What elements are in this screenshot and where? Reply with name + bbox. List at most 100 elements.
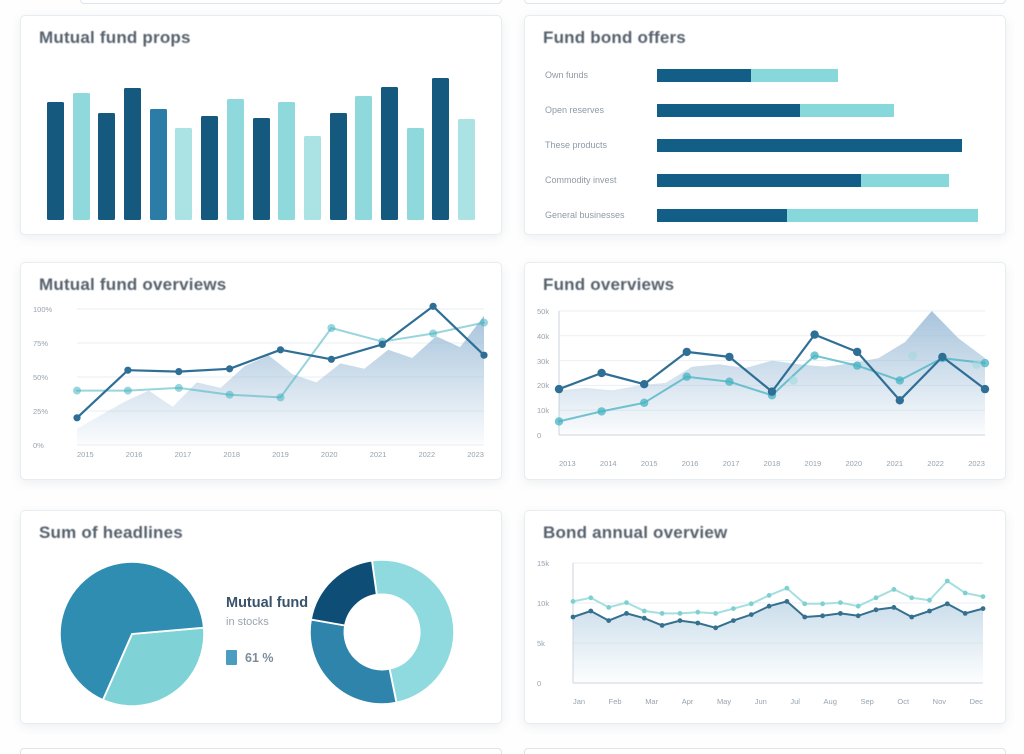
x-axis-tick: 2019 bbox=[804, 459, 822, 468]
x-axis-tick: Apr bbox=[681, 697, 694, 706]
cropped-panel-edge bbox=[20, 748, 502, 754]
bar-chart-canvas[interactable] bbox=[47, 72, 475, 220]
stacked-bar-row[interactable]: General businesses bbox=[545, 208, 981, 222]
line-area-canvas[interactable]: 100% 75% 50% 25% 0% 2015 2016 2017 2018 2019 2020 2… bbox=[21, 263, 501, 479]
stacked-bar-row[interactable]: Own funds bbox=[545, 68, 981, 82]
cropped-panel-edge bbox=[80, 0, 502, 4]
bar-segment[interactable] bbox=[657, 103, 800, 117]
bar[interactable] bbox=[201, 116, 219, 220]
bar[interactable] bbox=[458, 119, 475, 220]
x-axis-tick: 2021 bbox=[369, 450, 387, 459]
x-axis-tick: Mar bbox=[645, 697, 659, 706]
x-axis-tick: 2013 bbox=[559, 459, 576, 468]
panel-mutual-fund-overviews: Mutual fund overviews 100% 75% 50% 25% 0% 201… bbox=[20, 262, 502, 480]
panel-title: Mutual fund overviews bbox=[39, 275, 227, 294]
bar-segment[interactable] bbox=[861, 173, 949, 187]
donut-chart[interactable] bbox=[308, 558, 456, 706]
legend-item[interactable]: 61 % bbox=[226, 650, 336, 665]
bar-segment[interactable] bbox=[750, 68, 839, 82]
pie-slice[interactable] bbox=[370, 558, 456, 704]
pie-slice[interactable] bbox=[308, 618, 398, 706]
x-axis-tick: 2021 bbox=[886, 459, 904, 468]
bar-segment[interactable] bbox=[786, 208, 978, 222]
stacked-bar-row[interactable]: Open reserves bbox=[545, 103, 981, 117]
stacked-bar-canvas[interactable]: Own funds Open reserves These products Comm… bbox=[545, 68, 981, 222]
pie-slice[interactable] bbox=[101, 626, 206, 708]
bar[interactable] bbox=[406, 128, 424, 220]
y-axis-tick: 0% bbox=[33, 441, 44, 450]
x-axis-tick: 2014 bbox=[599, 459, 617, 468]
bar[interactable] bbox=[432, 77, 450, 220]
x-axis-labels: 2013 2014 2015 2016 2017 2018 2019 2020 2021 2022… bbox=[559, 459, 985, 468]
stacked-bar-track bbox=[657, 103, 981, 117]
legend-swatch-icon bbox=[226, 650, 237, 665]
y-axis-tick: 100% bbox=[33, 305, 53, 314]
bar[interactable] bbox=[149, 109, 167, 220]
x-axis-labels: 2015 2016 2017 2018 2019 2020 2021 2022 2023 bbox=[77, 450, 484, 459]
bar[interactable] bbox=[278, 101, 296, 220]
y-axis-tick: 10k bbox=[537, 599, 550, 608]
y-axis-tick: 25% bbox=[33, 407, 49, 416]
bar-segment[interactable] bbox=[657, 173, 862, 187]
x-axis-tick: Oct bbox=[897, 697, 910, 706]
stacked-bar-row[interactable]: Commodity invest bbox=[545, 173, 981, 187]
panel-title: Mutual fund props bbox=[39, 28, 191, 47]
x-axis-tick: 2018 bbox=[763, 459, 781, 468]
x-axis-tick: 2015 bbox=[640, 459, 658, 468]
bar-segment[interactable] bbox=[657, 208, 787, 222]
stacked-bar-track bbox=[657, 208, 981, 222]
x-axis-tick: 2022 bbox=[418, 450, 436, 459]
pie-slice[interactable] bbox=[309, 559, 378, 627]
bar[interactable] bbox=[98, 113, 116, 220]
line-area-canvas[interactable]: 15k 10k 5k 0 Jan Feb Mar Apr May Jun Jul Aug Sep Oct N… bbox=[525, 511, 1005, 723]
x-axis-tick: 2016 bbox=[125, 450, 143, 459]
stacked-bar-track bbox=[657, 173, 981, 187]
panel-title: Fund bond offers bbox=[543, 28, 686, 47]
bar[interactable] bbox=[252, 117, 270, 220]
bar[interactable] bbox=[72, 92, 90, 220]
pie-slice[interactable] bbox=[58, 560, 205, 702]
line-area-canvas[interactable]: 50k 40k 30k 20k 10k 0 2013 2014 2015 2016 2017 2018… bbox=[525, 263, 1005, 479]
stacked-bar-track bbox=[657, 68, 981, 82]
x-axis-tick: 2020 bbox=[845, 459, 863, 468]
stacked-bar-track bbox=[657, 138, 981, 152]
x-axis-tick: May bbox=[716, 697, 732, 706]
y-axis-tick: 75% bbox=[33, 339, 49, 348]
x-axis-tick: Nov bbox=[932, 697, 946, 706]
x-axis-tick: Sep bbox=[860, 697, 874, 706]
bar[interactable] bbox=[355, 95, 373, 220]
bar-segment[interactable] bbox=[799, 103, 894, 117]
legend-heading: Mutual fund bbox=[226, 595, 309, 611]
pie-chart[interactable] bbox=[58, 560, 206, 708]
bar[interactable] bbox=[303, 135, 321, 220]
bar[interactable] bbox=[329, 113, 347, 220]
y-axis-tick: 0 bbox=[537, 431, 542, 440]
bar[interactable] bbox=[175, 128, 193, 220]
bar[interactable] bbox=[380, 86, 398, 220]
panel-mutual-fund-props: Mutual fund props bbox=[20, 15, 502, 235]
bar-segment[interactable] bbox=[657, 68, 751, 82]
bar[interactable] bbox=[47, 101, 64, 220]
bar[interactable] bbox=[226, 98, 244, 220]
y-axis-tick: 20k bbox=[537, 381, 550, 391]
x-axis-tick: 2017 bbox=[174, 450, 192, 459]
pie-legend: Mutual fund in stocks 61 % bbox=[226, 595, 336, 665]
x-axis-tick: Dec bbox=[969, 697, 983, 706]
x-axis-tick: Jun bbox=[754, 697, 767, 706]
y-axis-tick: 5k bbox=[537, 639, 545, 648]
row-label: Commodity invest bbox=[545, 174, 617, 185]
panel-fund-overviews: Fund overviews 50k 40k 30k 20k 10k 0 2013 2014 2… bbox=[524, 262, 1006, 480]
stacked-bar-row[interactable]: These products bbox=[545, 138, 981, 152]
x-axis-tick: Feb bbox=[608, 697, 622, 706]
cropped-panel-edge bbox=[524, 0, 1006, 4]
x-axis-tick: 2023 bbox=[467, 450, 484, 459]
panel-title: Bond annual overview bbox=[543, 523, 728, 542]
x-axis-tick: Jul bbox=[790, 697, 800, 706]
y-axis-tick: 40k bbox=[537, 331, 550, 341]
bar[interactable] bbox=[124, 88, 142, 220]
row-label: These products bbox=[545, 139, 608, 150]
y-axis-tick: 50% bbox=[33, 373, 49, 382]
bar-segment[interactable] bbox=[657, 138, 962, 152]
x-axis-tick: 2019 bbox=[272, 450, 289, 459]
